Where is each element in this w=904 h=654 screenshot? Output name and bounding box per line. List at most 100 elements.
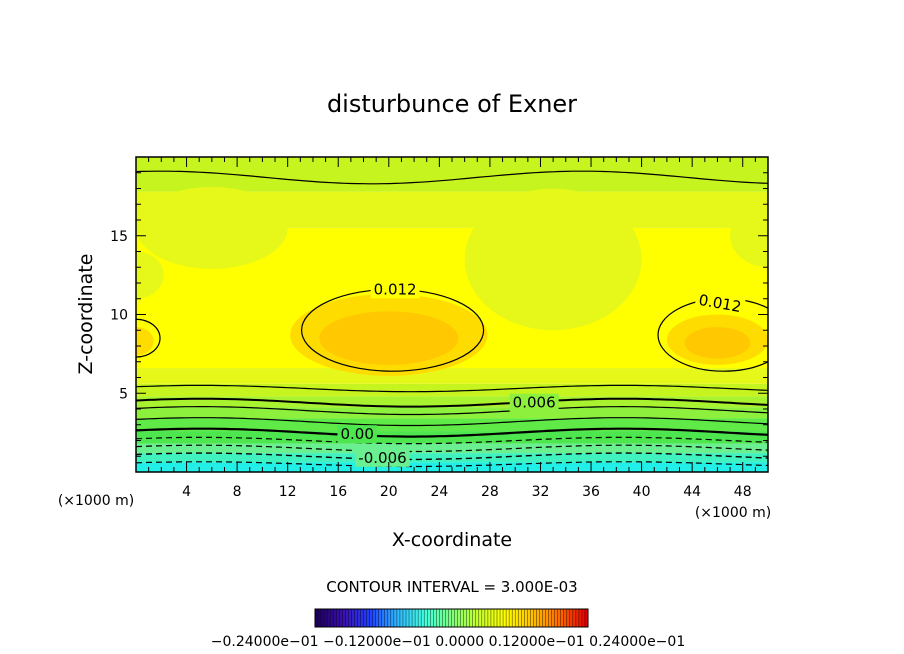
colorbar-cell	[584, 609, 589, 627]
colorbar-cell	[406, 609, 410, 627]
colorbar-cell	[557, 609, 561, 627]
contour-line	[136, 436, 768, 445]
field-lobe	[136, 251, 164, 299]
colorbar-cell	[384, 609, 389, 627]
colorbar-cell	[445, 609, 449, 627]
colorbar-cell	[369, 609, 373, 627]
colorbar-cell	[402, 609, 407, 627]
contour-line	[136, 444, 768, 453]
colorbar-cell	[490, 609, 495, 627]
contour-line	[136, 452, 768, 461]
field-band	[136, 368, 768, 384]
contour-line	[136, 405, 768, 416]
colorbar-cell	[354, 609, 358, 627]
field-lobe	[136, 186, 288, 269]
colorbar-cell	[563, 609, 568, 627]
colorbar-cell	[530, 609, 534, 627]
colorbar-cell	[333, 609, 337, 627]
field-band	[136, 407, 768, 419]
colorbar-cell	[378, 609, 383, 627]
colorbar-cell	[466, 609, 470, 627]
contour-label: 0.006	[513, 394, 556, 412]
colorbar-cell	[381, 609, 386, 627]
contour-interval-label: CONTOUR INTERVAL = 3.000E-03	[326, 578, 577, 596]
y-tick-label: 5	[119, 386, 128, 402]
colorbar-cell	[554, 609, 558, 627]
colorbar-cell	[509, 609, 513, 627]
colorbar-cell	[484, 609, 489, 627]
y-unit-label: (×1000 m)	[58, 493, 134, 509]
colorbar-cell	[393, 609, 398, 627]
colorbar-cell	[457, 609, 461, 627]
colorbar-cell	[548, 609, 552, 627]
field-band	[136, 383, 768, 397]
x-tick-label: 32	[532, 484, 550, 500]
field-band	[136, 453, 768, 463]
contour-line	[136, 170, 768, 185]
colorbar-cell	[521, 609, 525, 627]
colorbar-cell	[372, 609, 376, 627]
colorbar-cell	[503, 609, 507, 627]
colorbar-cell	[418, 609, 422, 627]
colorbar-cell	[578, 609, 583, 627]
colorbar-cell	[448, 609, 452, 627]
colorbar-cell	[542, 609, 546, 627]
field-fill	[136, 157, 768, 472]
colorbar-cell	[396, 609, 401, 627]
colorbar	[314, 608, 589, 628]
contour-line	[136, 417, 768, 427]
colorbar-cell	[500, 609, 504, 627]
colorbar-cell	[366, 609, 370, 627]
colorbar-cell	[442, 609, 446, 627]
colorbar-cell	[345, 609, 349, 627]
x-tick-label: 48	[734, 484, 752, 500]
colorbar-cell	[387, 609, 392, 627]
colorbar-cell	[460, 609, 464, 627]
colorbar-cell	[315, 609, 319, 627]
colorbar-cell	[533, 609, 537, 627]
colorbar-cell	[351, 609, 355, 627]
colorbar-cell	[497, 609, 501, 627]
contour-group	[136, 170, 768, 468]
field-band	[136, 396, 768, 408]
colorbar-cell	[487, 609, 492, 627]
contour-line	[136, 397, 768, 408]
colorbar-cell	[330, 609, 334, 627]
field-band	[136, 431, 768, 444]
field-maximum	[319, 311, 459, 365]
colorbar-cell	[451, 609, 455, 627]
colorbar-cell	[518, 609, 522, 627]
colorbar-cell	[318, 609, 322, 627]
chart-title: disturbunce of Exner	[327, 90, 577, 118]
colorbar-cell	[551, 609, 555, 627]
colorbar-cell	[427, 609, 431, 627]
contour-line	[136, 427, 768, 438]
colorbar-cell	[481, 609, 486, 627]
colorbar-cell	[560, 609, 565, 627]
contour-label: 0.012	[374, 280, 417, 298]
colorbar-cell	[506, 609, 510, 627]
contour-line	[136, 461, 768, 468]
field-band	[136, 443, 768, 454]
x-tick-label: 36	[582, 484, 600, 500]
colorbar-cell	[342, 609, 346, 627]
plot-area	[136, 157, 768, 472]
colorbar-cell	[581, 609, 586, 627]
colorbar-cell	[327, 609, 331, 627]
x-tick-label: 16	[329, 484, 347, 500]
colorbar-cell	[321, 609, 325, 627]
contour-label: -0.006	[358, 449, 406, 467]
colorbar-cell	[524, 609, 528, 627]
colorbar-cell	[339, 609, 343, 627]
colorbar-cell	[472, 609, 477, 627]
x-tick-label: 12	[279, 484, 297, 500]
x-tick-label: 4	[182, 484, 191, 500]
colorbar-cell	[375, 609, 379, 627]
colorbar-cell	[390, 609, 395, 627]
colorbar-cell	[399, 609, 404, 627]
colorbar-cell	[430, 609, 434, 627]
colorbar-cell	[512, 609, 516, 627]
colorbar-cell	[363, 609, 367, 627]
